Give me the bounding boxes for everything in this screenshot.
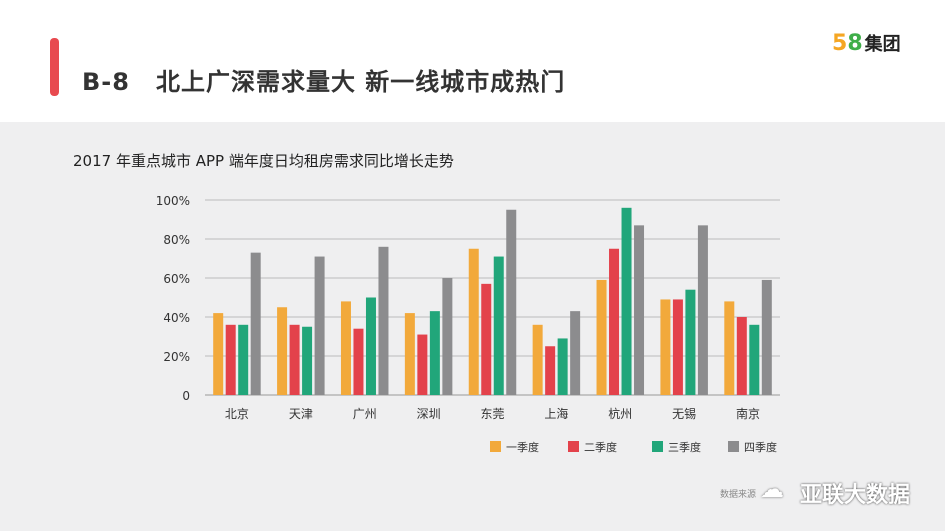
legend-label: 三季度 xyxy=(668,440,701,454)
legend-swatch-1 xyxy=(490,441,501,452)
bar-杭州-二季度 xyxy=(609,248,620,395)
y-tick-label: 0 xyxy=(182,389,190,403)
x-tick-label: 南京 xyxy=(736,406,760,421)
bar-上海-一季度 xyxy=(532,324,543,395)
bar-南京-三季度 xyxy=(749,324,760,395)
x-tick-label: 东莞 xyxy=(480,407,504,421)
bar-广州-三季度 xyxy=(365,297,376,395)
x-tick-label: 广州 xyxy=(353,407,377,421)
bar-上海-二季度 xyxy=(545,346,556,395)
bar-东莞-四季度 xyxy=(506,209,517,395)
slide-code: B-8 xyxy=(82,68,130,96)
bar-南京-四季度 xyxy=(761,279,772,395)
bar-杭州-一季度 xyxy=(596,279,607,395)
bar-深圳-二季度 xyxy=(417,334,428,395)
legend-swatch-2 xyxy=(568,441,579,452)
wechat-icon: ☁ xyxy=(760,475,784,503)
x-tick-label: 无锡 xyxy=(672,406,696,421)
y-tick-label: 20% xyxy=(163,350,190,364)
legend-label: 一季度 xyxy=(506,440,539,454)
bar-东莞-二季度 xyxy=(481,283,492,395)
bar-北京-二季度 xyxy=(225,324,236,395)
bar-无锡-四季度 xyxy=(697,225,708,395)
slide-title: B-8 北上广深需求量大 新一线城市成热门 xyxy=(82,62,565,97)
legend-swatch-4 xyxy=(728,441,739,452)
x-tick-label: 天津 xyxy=(289,407,313,421)
bar-广州-一季度 xyxy=(340,301,351,395)
bar-东莞-三季度 xyxy=(493,256,504,395)
y-tick-label: 40% xyxy=(163,311,190,325)
slide-title-text: 北上广深需求量大 新一线城市成热门 xyxy=(155,68,566,96)
x-tick-label: 杭州 xyxy=(608,406,632,421)
bar-天津-一季度 xyxy=(277,307,288,395)
x-tick-label: 上海 xyxy=(544,406,568,421)
logo-58: 5 8 集团 xyxy=(832,30,901,56)
bar-北京-四季度 xyxy=(250,252,261,395)
bar-上海-四季度 xyxy=(570,311,581,395)
bar-杭州-四季度 xyxy=(634,225,645,395)
bar-广州-二季度 xyxy=(353,328,364,395)
accent-bar xyxy=(50,38,59,96)
legend-label: 四季度 xyxy=(744,440,777,454)
slide-header: B-8 北上广深需求量大 新一线城市成热门 5 8 集团 xyxy=(0,0,945,122)
bar-东莞-一季度 xyxy=(468,248,479,395)
y-tick-label: 100% xyxy=(156,194,190,208)
bar-无锡-三季度 xyxy=(685,289,696,395)
legend-label: 二季度 xyxy=(584,440,617,454)
bar-深圳-四季度 xyxy=(442,278,453,395)
logo-text: 集团 xyxy=(864,34,901,55)
source-note: 数据来源 xyxy=(720,490,757,500)
bar-天津-三季度 xyxy=(302,326,313,395)
bar-南京-一季度 xyxy=(724,301,735,395)
x-tick-label: 北京 xyxy=(225,407,249,421)
bar-广州-四季度 xyxy=(378,246,389,395)
bar-深圳-一季度 xyxy=(404,313,415,395)
bar-上海-三季度 xyxy=(557,338,568,395)
bar-天津-四季度 xyxy=(314,256,325,395)
bar-无锡-二季度 xyxy=(672,299,683,395)
watermark: 亚联大数据 xyxy=(800,483,911,508)
bar-北京-三季度 xyxy=(238,324,249,395)
logo-5: 5 xyxy=(832,30,848,56)
bar-无锡-一季度 xyxy=(660,299,671,395)
bar-杭州-三季度 xyxy=(621,207,632,395)
bar-深圳-三季度 xyxy=(429,311,440,395)
y-tick-label: 60% xyxy=(163,272,190,286)
chart-title: 2017 年重点城市 APP 端年度日均租房需求同比增长走势 xyxy=(73,152,454,170)
bar-天津-二季度 xyxy=(289,324,300,395)
bar-北京-一季度 xyxy=(213,313,224,395)
bar-南京-二季度 xyxy=(736,317,747,395)
legend-swatch-3 xyxy=(652,441,663,452)
x-tick-label: 深圳 xyxy=(417,407,441,421)
logo-8: 8 xyxy=(847,30,863,56)
y-tick-label: 80% xyxy=(163,233,190,247)
